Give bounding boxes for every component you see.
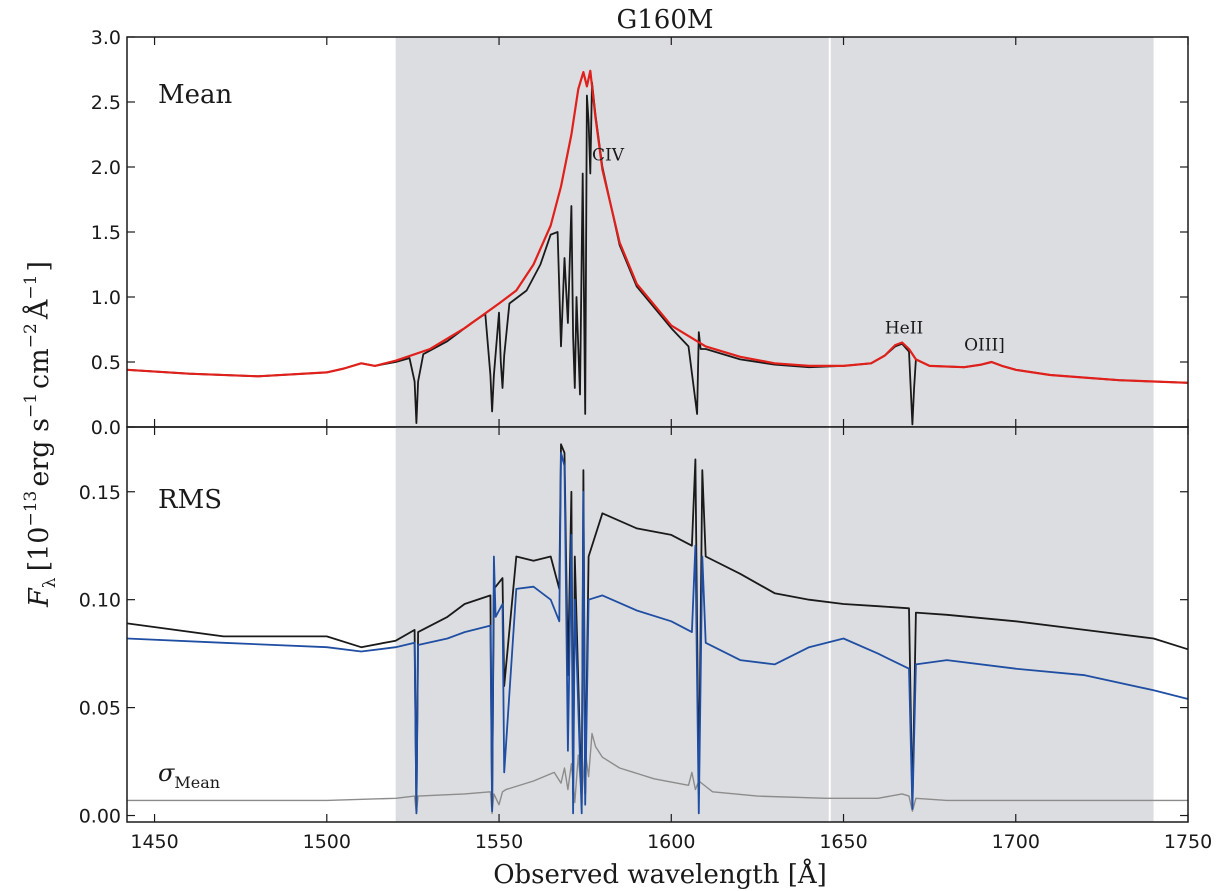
- svg-text:Fλ[10−13erg s−1cm−2Å−1]: Fλ[10−13erg s−1cm−2Å−1]: [21, 261, 60, 608]
- y-label-flux-sub: λ: [40, 577, 60, 588]
- y-tick-label: 0.05: [79, 698, 121, 720]
- y-tick-label: 1.0: [91, 287, 121, 309]
- rms-panel-y-ticks: 0.00 0.05 0.10 0.15: [79, 482, 1188, 828]
- y-label-flux: F: [24, 587, 55, 608]
- sigma-symbol: σ: [158, 759, 175, 787]
- y-label-open: [10: [24, 527, 55, 572]
- sigma-subscript: Mean: [174, 773, 220, 792]
- y-axis-label: Fλ[10−13erg s−1cm−2Å−1]: [21, 261, 60, 608]
- x-axis-tick-labels: 1450 1500 1550 1600 1650 1700 1750: [130, 831, 1212, 853]
- rms-panel-shaded-region: [395, 427, 1154, 822]
- line-label: OIII]: [964, 335, 1005, 355]
- series-rms-blue: [126, 451, 1189, 815]
- x-tick-label: 1600: [647, 831, 695, 853]
- series-observed: [126, 81, 1189, 426]
- emission-line-labels: CIV HeII OIII]: [592, 146, 1005, 356]
- y-tick-label: 2.0: [91, 157, 121, 179]
- x-axis-label: Observed wavelength [Å]: [493, 858, 827, 890]
- y-tick-label: 0.0: [91, 417, 121, 439]
- x-tick-label: 1750: [1164, 831, 1212, 853]
- y-label-exp-2: −2: [21, 323, 41, 348]
- rms-panel: 0.00 0.05 0.10 0.15 RMS σMean: [79, 426, 1189, 828]
- mean-panel-shaded-region: [395, 37, 1154, 427]
- mean-panel-series: [126, 69, 1189, 426]
- rms-panel-frame: [126, 426, 1189, 823]
- y-tick-label: 1.5: [91, 222, 121, 244]
- y-label-exp-1b: −1: [21, 275, 41, 300]
- chart-title: G160M: [616, 5, 713, 35]
- mean-panel-label: Mean: [158, 80, 233, 110]
- y-tick-label: 0.15: [79, 482, 121, 504]
- y-tick-label: 0.5: [91, 352, 121, 374]
- y-label-cm: cm: [24, 348, 55, 389]
- x-tick-label: 1500: [303, 831, 351, 853]
- y-label-close: ]: [24, 261, 55, 272]
- x-tick-label: 1700: [992, 831, 1040, 853]
- x-tick-label: 1650: [819, 831, 867, 853]
- chart-title-group: G160M: [616, 5, 713, 35]
- series-model: [126, 69, 1189, 384]
- y-tick-label: 3.0: [91, 27, 121, 49]
- rms-panel-label: RMS: [158, 485, 222, 515]
- line-label: HeII: [885, 318, 923, 338]
- y-tick-label: 0.00: [79, 806, 121, 828]
- mean-panel: 0.0 0.5 1.0 1.5 2.0 2.5 3.0 Mean CIV HeII OIII]: [91, 27, 1189, 439]
- y-tick-label: 2.5: [91, 92, 121, 114]
- y-label-erg: erg s: [24, 418, 55, 487]
- x-tick-label: 1550: [475, 831, 523, 853]
- y-label-exp-13: −13: [21, 491, 41, 527]
- rms-panel-series: [126, 443, 1189, 815]
- y-tick-label: 0.10: [79, 590, 121, 612]
- mean-panel-y-ticks: 0.0 0.5 1.0 1.5 2.0 2.5 3.0: [91, 27, 1188, 439]
- y-label-exp-1a: −1: [21, 393, 41, 418]
- line-label: CIV: [592, 146, 625, 166]
- sigma-mean-label: σMean: [158, 759, 220, 792]
- y-label-ang: Å: [22, 299, 55, 320]
- x-tick-label: 1450: [130, 831, 178, 853]
